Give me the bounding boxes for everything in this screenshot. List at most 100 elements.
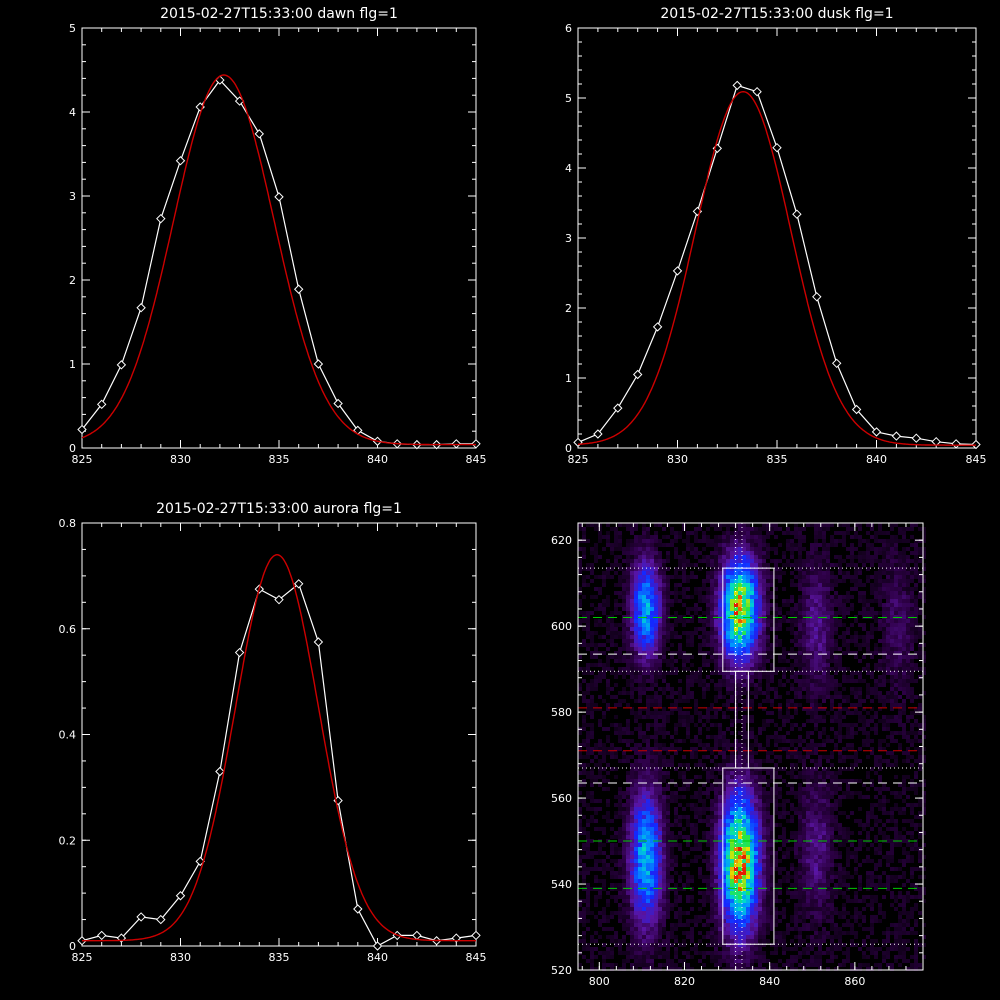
heatmap-cell [826, 775, 830, 779]
heatmap-cell [902, 703, 906, 707]
heatmap-cell [822, 639, 826, 643]
heatmap-cell [818, 755, 822, 759]
heatmap-cell [842, 735, 846, 739]
heatmap-cell [626, 599, 630, 603]
heatmap-cell [742, 527, 746, 531]
heatmap-cell [738, 611, 742, 615]
heatmap-cell [834, 775, 838, 779]
heatmap-cell [790, 547, 794, 551]
heatmap-cell [586, 723, 590, 727]
heatmap-cell [658, 631, 662, 635]
heatmap-cell [902, 723, 906, 727]
heatmap-cell [722, 647, 726, 651]
heatmap-cell [614, 747, 618, 751]
heatmap-cell [654, 731, 658, 735]
heatmap-cell [746, 655, 750, 659]
heatmap-cell [722, 807, 726, 811]
heatmap-cell [658, 595, 662, 599]
heatmap-cell [882, 811, 886, 815]
heatmap-cell [598, 535, 602, 539]
heatmap-cell [818, 743, 822, 747]
heatmap-cell [654, 619, 658, 623]
heatmap-cell [590, 595, 594, 599]
heatmap-cell [842, 791, 846, 795]
heatmap-cell [882, 555, 886, 559]
heatmap-cell [754, 675, 758, 679]
heatmap-cell [810, 691, 814, 695]
heatmap-cell [738, 795, 742, 799]
heatmap-cell [794, 583, 798, 587]
heatmap-cell [650, 747, 654, 751]
heatmap-cell [626, 771, 630, 775]
heatmap-cell [642, 595, 646, 599]
heatmap-cell [878, 739, 882, 743]
heatmap-cell [710, 803, 714, 807]
heatmap-cell [746, 599, 750, 603]
heatmap-cell [654, 587, 658, 591]
heatmap-cell [850, 603, 854, 607]
heatmap-cell [586, 751, 590, 755]
heatmap-cell [646, 583, 650, 587]
heatmap-cell [890, 523, 894, 527]
heatmap-cell [830, 823, 834, 827]
heatmap-cell [646, 667, 650, 671]
heatmap-cell [626, 551, 630, 555]
heatmap-cell [742, 795, 746, 799]
heatmap-cell [822, 719, 826, 723]
heatmap-cell [770, 815, 774, 819]
heatmap-cell [610, 767, 614, 771]
heatmap-cell [766, 631, 770, 635]
heatmap-cell [918, 799, 922, 803]
heatmap-cell [834, 603, 838, 607]
heatmap-cell [626, 759, 630, 763]
heatmap-cell [634, 635, 638, 639]
heatmap-cell [738, 807, 742, 811]
heatmap-cell [650, 695, 654, 699]
heatmap-cell [690, 619, 694, 623]
heatmap-cell [714, 575, 718, 579]
heatmap-cell [802, 767, 806, 771]
heatmap-cell [798, 775, 802, 779]
heatmap-cell [658, 791, 662, 795]
heatmap-cell [882, 715, 886, 719]
heatmap-cell [766, 611, 770, 615]
heatmap-cell [646, 735, 650, 739]
heatmap-cell [774, 547, 778, 551]
heatmap-cell [798, 815, 802, 819]
heatmap-cell [758, 655, 762, 659]
heatmap-cell [742, 595, 746, 599]
heatmap-cell [694, 527, 698, 531]
heatmap-cell [870, 635, 874, 639]
heatmap-cell [670, 527, 674, 531]
heatmap-cell [774, 799, 778, 803]
heatmap-cell [698, 647, 702, 651]
heatmap-cell [742, 627, 746, 631]
heatmap-cell [642, 647, 646, 651]
heatmap-cell [754, 567, 758, 571]
heatmap-cell [758, 675, 762, 679]
heatmap-cell [746, 563, 750, 567]
heatmap-cell [666, 595, 670, 599]
heatmap-cell [590, 731, 594, 735]
heatmap-cell [830, 775, 834, 779]
heatmap-cell [626, 823, 630, 827]
heatmap-cell [590, 723, 594, 727]
heatmap-cell [846, 599, 850, 603]
fit-curve [577, 90, 976, 446]
data-point [96, 930, 107, 941]
heatmap-cell [902, 623, 906, 627]
heatmap-cell [834, 543, 838, 547]
heatmap-cell [630, 763, 634, 767]
heatmap-cell [898, 607, 902, 611]
heatmap-cell [770, 575, 774, 579]
heatmap-cell [590, 783, 594, 787]
heatmap-cell [638, 819, 642, 823]
heatmap-cell [634, 643, 638, 647]
heatmap-cell [738, 523, 742, 527]
heatmap-cell [642, 803, 646, 807]
heatmap-cell [846, 547, 850, 551]
heatmap-cell [614, 811, 618, 815]
heatmap-cell [626, 559, 630, 563]
heatmap-cell [598, 695, 602, 699]
heatmap-cell [866, 647, 870, 651]
